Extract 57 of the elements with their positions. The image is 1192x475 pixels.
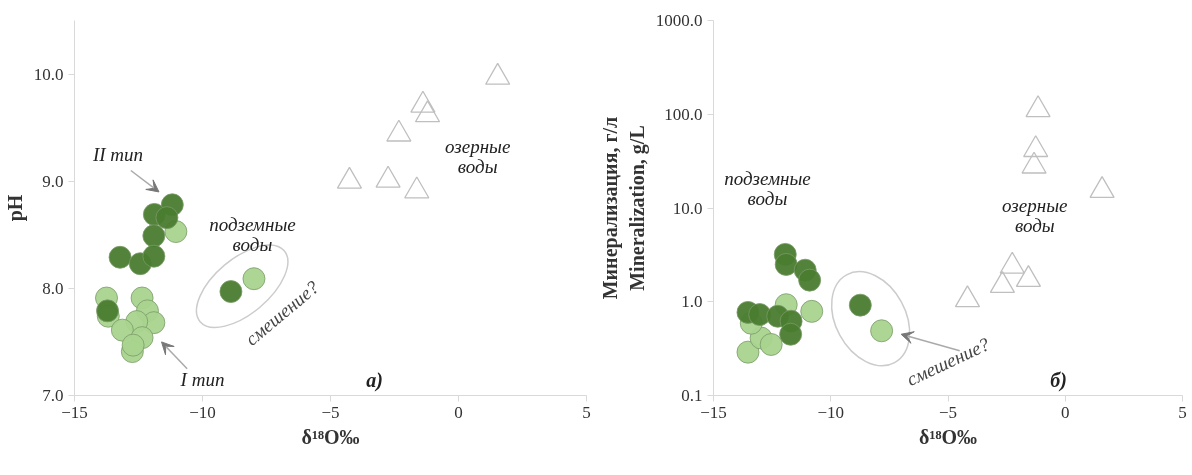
point bbox=[155, 206, 179, 230]
point bbox=[736, 340, 760, 364]
y-tick-label: 8.0 bbox=[42, 278, 64, 298]
point bbox=[410, 90, 436, 113]
annotation: озерные воды bbox=[445, 136, 511, 178]
point bbox=[798, 268, 822, 292]
point bbox=[386, 119, 412, 142]
point bbox=[779, 322, 803, 346]
x-axis-title: δ¹⁸O‰ bbox=[301, 425, 360, 448]
y-axis-title: Минерализация, г/л Mineralization, g/L bbox=[599, 116, 649, 300]
x-tick-label: −10 bbox=[189, 402, 216, 422]
x-tick-label: 5 bbox=[1178, 402, 1187, 422]
x-tick-label: −15 bbox=[700, 402, 727, 422]
point bbox=[485, 62, 511, 85]
annotation: подземные воды bbox=[724, 168, 811, 210]
point bbox=[759, 333, 783, 356]
y-tick-label: 100.0 bbox=[664, 104, 703, 124]
point bbox=[414, 100, 441, 123]
annotation: б) bbox=[1050, 368, 1067, 392]
point bbox=[110, 318, 134, 342]
x-tick-label: 0 bbox=[454, 402, 463, 422]
point bbox=[142, 224, 166, 248]
x-tick-label: −10 bbox=[817, 402, 845, 422]
x-tick-label: 0 bbox=[1061, 402, 1070, 422]
x-axis-title: δ¹⁸O‰ bbox=[919, 425, 977, 448]
point bbox=[1021, 151, 1047, 174]
x-tick-label: −5 bbox=[321, 402, 340, 422]
x-tick-label: −5 bbox=[938, 402, 958, 422]
y-tick-label: 0.1 bbox=[681, 386, 703, 405]
point bbox=[800, 299, 824, 323]
point bbox=[1089, 175, 1115, 198]
y-tick-label: 1000.0 bbox=[655, 11, 703, 30]
point bbox=[774, 253, 798, 276]
point bbox=[870, 319, 894, 343]
point bbox=[848, 293, 872, 317]
annotation: подземные воды bbox=[209, 214, 296, 256]
y-tick-label: 10.0 bbox=[672, 198, 703, 218]
x-tick-label: 5 bbox=[582, 402, 591, 422]
y-axis-title: pH bbox=[3, 194, 27, 222]
point bbox=[1023, 135, 1049, 158]
point bbox=[96, 299, 119, 323]
annotation: II тип bbox=[91, 143, 144, 165]
y-tick-label: 9.0 bbox=[42, 171, 64, 191]
point bbox=[1025, 95, 1051, 118]
point bbox=[375, 165, 401, 188]
point bbox=[142, 244, 166, 268]
point bbox=[336, 166, 363, 189]
y-tick-label: 7.0 bbox=[42, 386, 64, 405]
annotation: I тип bbox=[179, 368, 225, 390]
annotation: озерные воды bbox=[1002, 195, 1068, 237]
point bbox=[121, 333, 145, 357]
annotation: а) bbox=[366, 368, 383, 392]
y-tick-label: 1.0 bbox=[681, 292, 703, 312]
x-tick-label: −15 bbox=[61, 402, 88, 422]
point bbox=[404, 176, 430, 199]
point bbox=[108, 245, 132, 269]
y-tick-label: 10.0 bbox=[33, 64, 64, 84]
